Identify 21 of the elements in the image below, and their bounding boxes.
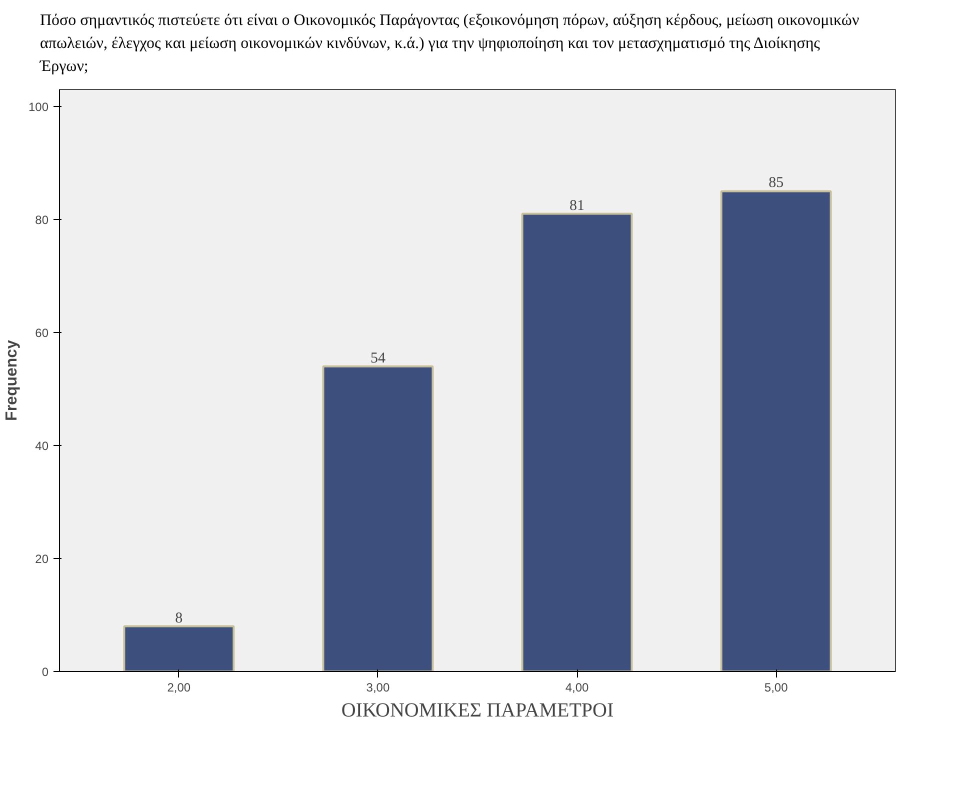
- data-label: 81: [570, 197, 585, 214]
- y-tick-label: 40: [35, 438, 49, 453]
- bar: [123, 624, 235, 672]
- y-tick-label: 0: [42, 664, 49, 679]
- bar: [720, 190, 832, 672]
- y-axis-title: Frequency: [3, 339, 20, 420]
- y-tick-label: 60: [35, 326, 49, 340]
- x-tick-label: 4,00: [565, 680, 590, 694]
- y-tick-label: 20: [35, 552, 49, 566]
- bar: [322, 364, 434, 672]
- x-tick-label: 2,00: [167, 680, 191, 694]
- x-axis-title: ΟΙΚΟΝΟΜΙΚΕΣ ΠΑΡΑΜΕΤΡΟΙ: [341, 699, 614, 722]
- bar: [521, 212, 633, 672]
- y-tick-label: 100: [28, 99, 49, 114]
- data-label: 54: [370, 350, 386, 366]
- data-label: 85: [768, 174, 784, 191]
- data-label: 8: [175, 610, 183, 626]
- x-tick-label: 5,00: [764, 680, 788, 694]
- chart-title: Πόσο σημαντικός πιστεύετε ότι είναι ο Οικονομικός Παράγοντας (εξοικονόμηση πόρων, αύξηση κέρδους, μείωση οικονομικών απωλειών, έλεγχος και μείωση οικονομικών κινδύνων, κ.ά.) για την ψηφιοποίηση και τον μετασχηματισμό της Διοίκησης Έργων;: [40, 11, 860, 77]
- y-tick-label: 80: [35, 212, 49, 226]
- x-tick-label: 3,00: [366, 680, 390, 694]
